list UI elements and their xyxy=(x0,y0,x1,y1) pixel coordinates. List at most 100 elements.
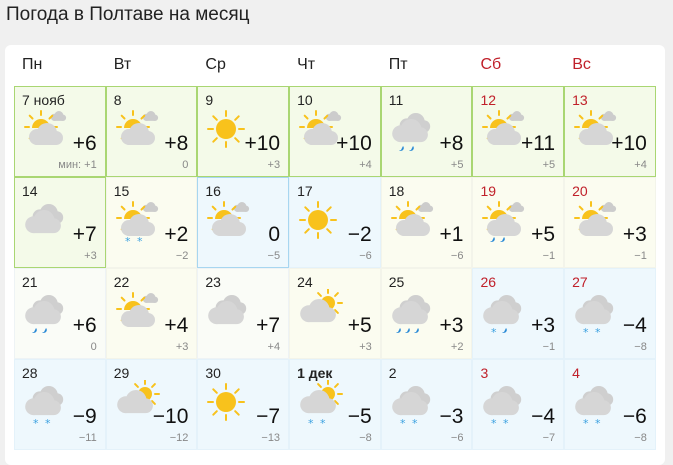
cloud-sleet-icon: * xyxy=(477,289,527,339)
svg-text:*: * xyxy=(137,235,143,248)
day-cell[interactable]: 30 −7 −13 xyxy=(197,359,290,450)
min-temp: +3 xyxy=(359,341,372,353)
day-cell[interactable]: 23 +7 +4 xyxy=(197,268,290,359)
day-date: 26 xyxy=(480,274,497,290)
svg-text:*: * xyxy=(491,326,497,339)
day-date: 2 xyxy=(388,365,397,381)
svg-text:*: * xyxy=(583,417,589,430)
cloud-snow-icon: * * xyxy=(19,380,69,430)
day-date: 30 xyxy=(205,365,221,381)
day-cell[interactable]: 27 * * −4 −8 xyxy=(564,268,656,359)
svg-text:*: * xyxy=(503,417,509,430)
cloud-snow-icon: * * xyxy=(477,380,527,430)
day-date: 29 xyxy=(113,365,130,381)
min-temp: −13 xyxy=(261,432,281,444)
day-date: 3 xyxy=(480,365,489,381)
min-temp: −8 xyxy=(634,432,647,444)
svg-text:*: * xyxy=(33,417,39,430)
day-cell[interactable]: 16 0 −5 xyxy=(197,177,290,268)
day-cell[interactable]: 4 * * −6 −8 xyxy=(564,359,656,450)
day-date: 21 xyxy=(22,274,38,290)
min-temp: −11 xyxy=(78,432,97,444)
day-cell[interactable]: 25 +3 +2 xyxy=(380,268,473,359)
max-temp: +10 xyxy=(244,132,281,155)
day-cell[interactable]: 17 −2 −6 xyxy=(289,177,381,268)
partly-cloudy-icon xyxy=(111,379,161,430)
max-temp: −6 xyxy=(622,405,647,428)
day-cell[interactable]: 18 +1 −6 xyxy=(380,177,473,268)
day-cell[interactable]: 28 * * −9 −11 xyxy=(14,359,106,450)
page-title: Погода в Полтаве на месяц xyxy=(6,4,250,25)
weekday-header: Чт xyxy=(297,56,316,73)
day-date: 25 xyxy=(388,274,405,290)
day-cell[interactable]: 21 +6 0 xyxy=(14,268,106,359)
max-temp: +6 xyxy=(72,132,97,155)
min-temp: −1 xyxy=(542,250,556,262)
day-cell[interactable]: 7 нояб +6 мин: +1 xyxy=(14,86,106,177)
cloud-snow-icon: * * xyxy=(386,380,436,430)
day-cell[interactable]: 13 +10 +4 xyxy=(564,86,656,177)
max-temp: +11 xyxy=(521,132,556,155)
max-temp: +10 xyxy=(336,132,372,155)
svg-text:*: * xyxy=(595,417,601,430)
day-cell[interactable]: 24 +5 +3 xyxy=(289,268,381,359)
max-temp: +5 xyxy=(531,223,556,246)
svg-text:*: * xyxy=(491,417,497,430)
day-date: 17 xyxy=(297,183,313,199)
day-date: 19 xyxy=(480,183,497,199)
day-cell[interactable]: 20 +3 −1 xyxy=(564,177,656,268)
min-temp: +3 xyxy=(267,159,281,171)
day-date: 1 дек xyxy=(297,365,333,381)
day-date: 12 xyxy=(480,92,497,108)
max-temp: +8 xyxy=(439,132,464,155)
day-cell[interactable]: 15 * * +2 −2 xyxy=(105,177,198,268)
day-date: 20 xyxy=(572,183,588,199)
cloud-icon xyxy=(19,198,69,248)
day-date: 22 xyxy=(113,274,130,290)
min-temp: +3 xyxy=(84,250,97,262)
svg-text:*: * xyxy=(412,417,418,430)
max-temp: −7 xyxy=(256,405,281,428)
day-date: 28 xyxy=(22,365,38,381)
partly-cloudy-icon xyxy=(111,107,161,157)
day-cell[interactable]: 12 +11 +5 xyxy=(472,86,565,177)
svg-text:*: * xyxy=(583,326,589,339)
weekday-header: Вс xyxy=(572,56,591,73)
day-date: 13 xyxy=(572,92,588,108)
partly-cloudy-icon xyxy=(202,198,252,248)
svg-text:*: * xyxy=(125,235,131,248)
day-cell[interactable]: 10 +10 +4 xyxy=(289,86,381,177)
partly-cloudy-icon xyxy=(569,107,619,157)
cloud-rain-icon xyxy=(19,289,69,339)
min-temp: −2 xyxy=(175,250,189,262)
day-cell[interactable]: 26 * +3 −1 xyxy=(472,268,565,359)
max-temp: +3 xyxy=(531,314,556,337)
day-cell[interactable]: 11 +8 +5 xyxy=(380,86,473,177)
day-cell[interactable]: 1 дек * * −5 −8 xyxy=(289,359,381,450)
day-date: 16 xyxy=(205,183,221,199)
day-cell[interactable]: 8 +8 0 xyxy=(105,86,198,177)
cloud-snow-icon: * * xyxy=(569,289,619,339)
day-cell[interactable]: 9 +10 +3 xyxy=(197,86,290,177)
day-cell[interactable]: 22 +4 +3 xyxy=(105,268,198,359)
day-cell[interactable]: 2 * * −3 −6 xyxy=(380,359,473,450)
partly-cloudy-icon xyxy=(111,289,161,339)
max-temp: +6 xyxy=(72,314,97,337)
sun-icon xyxy=(202,107,252,157)
day-cell[interactable]: 14 +7 +3 xyxy=(14,177,106,268)
min-temp: +4 xyxy=(359,159,372,171)
min-temp: +2 xyxy=(450,341,464,353)
partly-cloudy-icon xyxy=(477,107,527,157)
cloud-icon xyxy=(202,289,252,339)
min-temp: +5 xyxy=(542,159,556,171)
day-cell[interactable]: 29 −10 −12 xyxy=(105,359,198,450)
max-temp: +7 xyxy=(72,223,97,246)
min-temp: +5 xyxy=(450,159,464,171)
partly-cloudy-snow-icon: * * xyxy=(111,198,161,248)
partly-cloudy-icon xyxy=(386,198,436,248)
max-temp: +1 xyxy=(439,223,464,246)
day-date: 14 xyxy=(22,183,38,199)
day-cell[interactable]: 19 +5 −1 xyxy=(472,177,565,268)
day-cell[interactable]: 3 * * −4 −7 xyxy=(472,359,565,450)
